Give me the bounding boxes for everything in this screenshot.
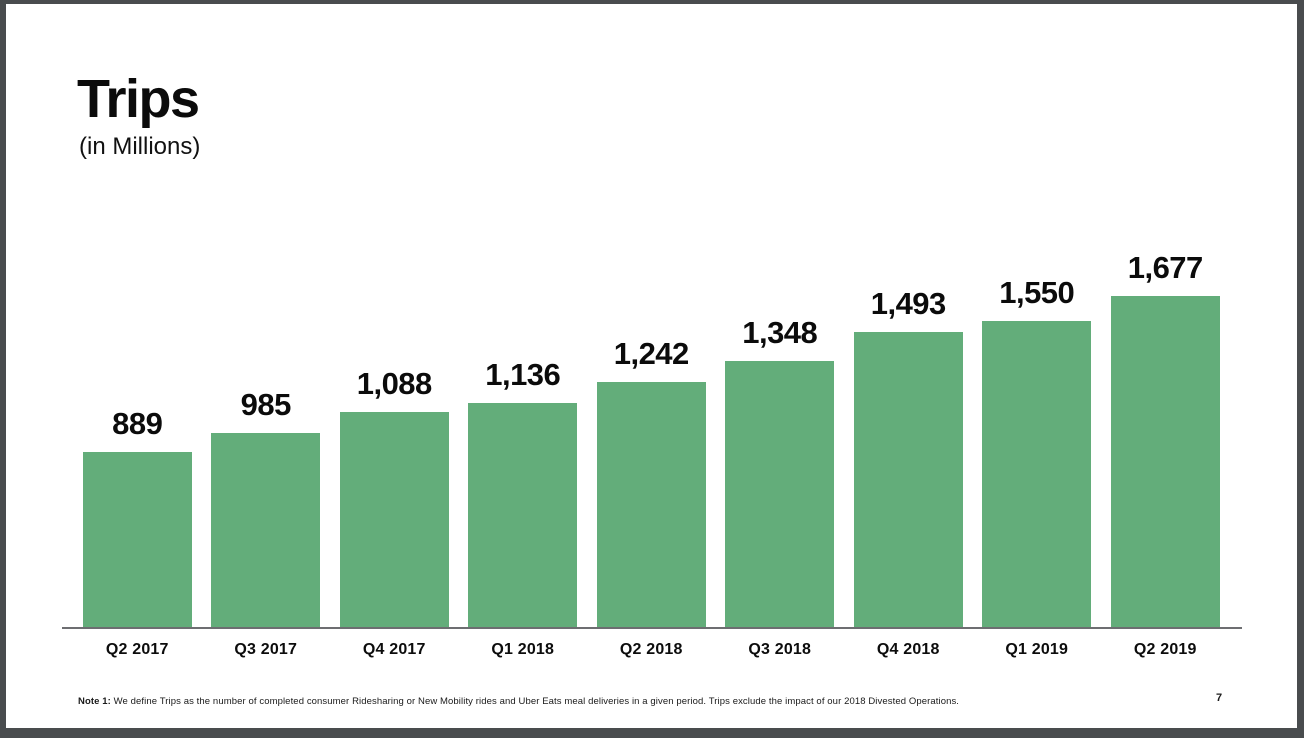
x-tick-label: Q3 2018 xyxy=(748,641,812,658)
footnote: Note 1: We define Trips as the number of… xyxy=(78,696,959,707)
bar-column: 1,136 xyxy=(459,296,588,627)
x-tick-label: Q2 2019 xyxy=(1133,641,1197,658)
bar xyxy=(82,452,192,627)
bar xyxy=(339,412,449,627)
bar-column: 1,677 xyxy=(1101,250,1230,627)
bar-value-label: 985 xyxy=(240,387,292,422)
x-tick-label: Q2 2017 xyxy=(105,641,169,658)
slide-title: Trips xyxy=(77,69,200,129)
bar-column: 1,550 xyxy=(973,275,1102,627)
x-tick-label: Q1 2018 xyxy=(491,641,555,658)
x-tick-label: Q3 2017 xyxy=(234,641,298,658)
x-tick-label: Q1 2019 xyxy=(1005,641,1069,658)
bar-value-label: 1,493 xyxy=(870,286,947,321)
bar xyxy=(982,321,1092,627)
x-tick-label: Q4 2018 xyxy=(876,641,940,658)
bar xyxy=(1110,296,1220,627)
trips-bar-chart: 889 985 1,088 1,136 1,242 1,348 1,493 1,550 1,67… xyxy=(62,250,1242,659)
bar xyxy=(853,332,963,627)
page-number: 7 xyxy=(1215,692,1223,704)
footnote-label: Note 1: xyxy=(78,696,111,707)
bar-value-label: 1,677 xyxy=(1127,250,1204,285)
x-axis-ticks: Q2 2017 Q3 2017 Q4 2017 Q1 2018 Q2 2018 Q3 20… xyxy=(62,641,1242,659)
bar-column: 1,348 xyxy=(716,296,845,627)
bar-column: 985 xyxy=(202,296,331,627)
slide-subtitle: (in Millions) xyxy=(79,133,201,160)
bar-column: 1,242 xyxy=(587,296,716,627)
bar-column: 1,493 xyxy=(844,286,973,627)
x-axis-line xyxy=(62,627,1242,629)
bar-value-label: 889 xyxy=(112,406,163,441)
x-tick-label: Q2 2018 xyxy=(619,641,683,658)
bar xyxy=(596,382,706,627)
bar-column: 1,088 xyxy=(330,296,459,627)
bar-value-label: 1,242 xyxy=(613,336,690,371)
bar-value-label: 1,136 xyxy=(485,357,561,392)
bar-value-label: 1,088 xyxy=(356,366,433,401)
bar xyxy=(725,361,835,627)
bar xyxy=(211,433,321,627)
bar-column: 889 xyxy=(73,296,202,627)
bar-value-label: 1,550 xyxy=(999,275,1075,310)
footnote-text: We define Trips as the number of complet… xyxy=(110,696,960,707)
bar xyxy=(468,403,578,627)
x-tick-label: Q4 2017 xyxy=(362,641,426,658)
bar-value-label: 1,348 xyxy=(742,315,818,350)
presentation-slide: Trips (in Millions) 889 985 1,088 1,136 1,24… xyxy=(6,4,1297,728)
bar-series: 889 985 1,088 1,136 1,242 1,348 1,493 1,550 1,67… xyxy=(62,250,1242,627)
